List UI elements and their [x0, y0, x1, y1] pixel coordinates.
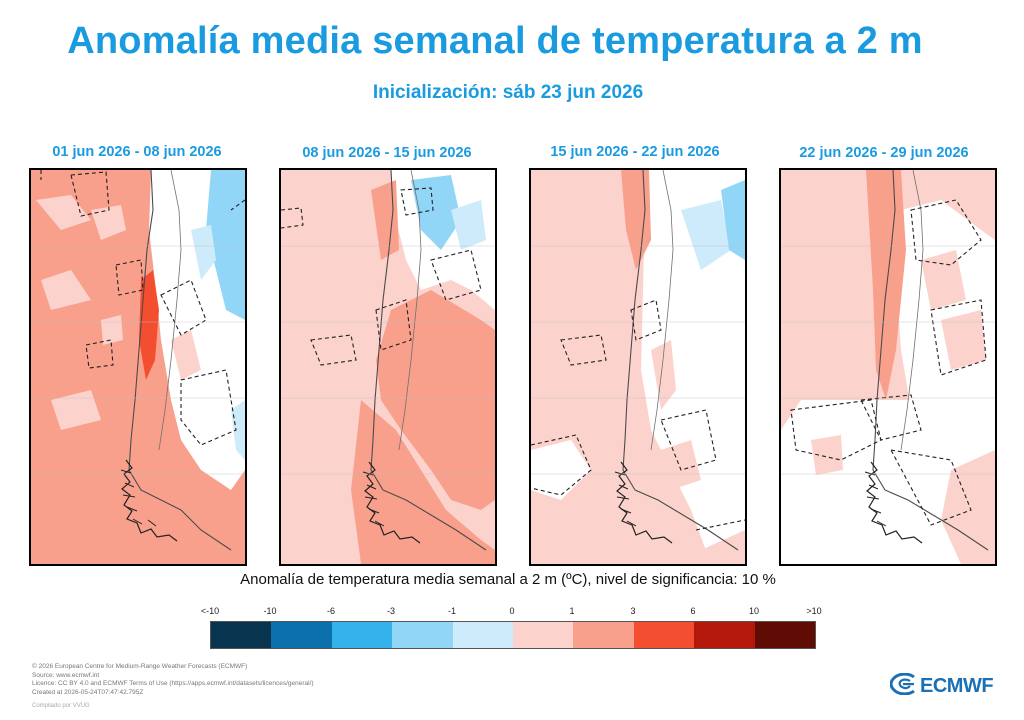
color-scale-segment — [452, 622, 514, 648]
map-panel-1 — [29, 168, 247, 566]
source-text: Source: www.ecmwf.int — [32, 671, 100, 679]
color-scale-segment — [573, 622, 634, 648]
ecmwf-logo: ECMWF — [889, 672, 994, 700]
footnote-text: Compilado por VVUG — [32, 703, 90, 709]
credits-block: © 2026 European Centre for Medium-Range … — [32, 663, 314, 697]
map-panel-4 — [779, 168, 997, 566]
legend-tick: -1 — [447, 606, 457, 616]
legend-tick: 0 — [509, 606, 515, 616]
legend-tick: -3 — [386, 606, 396, 616]
panel-2-date: 08 jun 2026 - 15 jun 2026 — [302, 145, 472, 161]
copyright-text: © 2026 European Centre for Medium-Range … — [32, 663, 248, 670]
color-scale-segment — [211, 622, 272, 648]
initialization-date: Inicialización: sáb 23 jun 2026 — [372, 82, 644, 103]
panel-1-date: 01 jun 2026 - 08 jun 2026 — [52, 144, 222, 160]
panel-4-date: 22 jun 2026 - 29 jun 2026 — [799, 145, 969, 161]
legend-tick: -10 — [263, 606, 277, 616]
legend-tick: 1 — [569, 606, 575, 616]
legend-tick: 10 — [748, 606, 760, 616]
page-title: Anomalía media semanal de temperatura a … — [67, 20, 923, 62]
map-panel-3 — [529, 168, 747, 566]
color-scale-segment — [392, 622, 453, 648]
color-scale-bar — [210, 621, 816, 649]
color-scale-segment — [754, 622, 816, 648]
legend-title: Anomalía de temperatura media semanal a … — [240, 571, 776, 588]
legend-tick: >10 — [806, 606, 822, 616]
ecmwf-logo-icon — [889, 672, 916, 700]
color-scale-segment — [694, 622, 755, 648]
color-scale-segment — [271, 622, 332, 648]
legend-tick: -6 — [326, 606, 336, 616]
map-panel-2 — [279, 168, 497, 566]
panel-3-date: 15 jun 2026 - 22 jun 2026 — [550, 144, 720, 160]
legend-tick: <-10 — [200, 606, 220, 616]
color-scale-segment — [331, 622, 393, 648]
created-text: Created at 2026-05-24T07:47:42.795Z — [32, 688, 144, 696]
color-scale-segment — [513, 622, 574, 648]
legend-tick: 6 — [690, 606, 696, 616]
color-scale-segment — [633, 622, 695, 648]
ecmwf-logo-text: ECMWF — [920, 674, 994, 697]
licence-text: Licence: CC BY 4.0 and ECMWF Terms of Us… — [32, 680, 314, 687]
legend-tick: 3 — [630, 606, 636, 616]
